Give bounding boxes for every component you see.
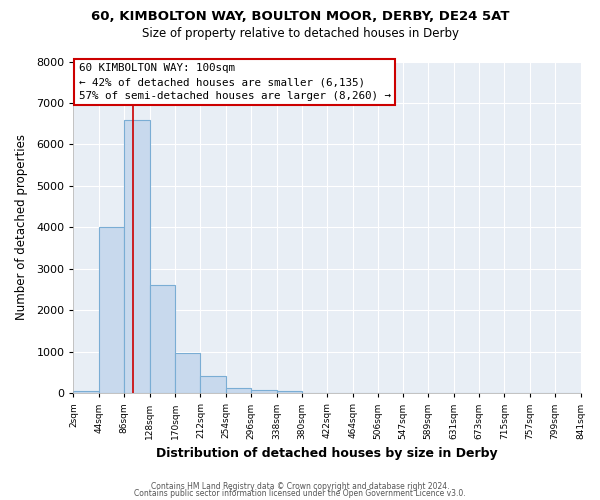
Bar [200, 376, 226, 394]
Bar [124, 120, 149, 394]
Text: 60 KIMBOLTON WAY: 100sqm
← 42% of detached houses are smaller (6,135)
57% of sem: 60 KIMBOLTON WAY: 100sqm ← 42% of detach… [79, 63, 391, 101]
Bar [251, 390, 277, 394]
Bar [175, 354, 200, 394]
Text: Size of property relative to detached houses in Derby: Size of property relative to detached ho… [142, 28, 458, 40]
Bar [149, 286, 175, 394]
Y-axis label: Number of detached properties: Number of detached properties [15, 134, 28, 320]
Text: 60, KIMBOLTON WAY, BOULTON MOOR, DERBY, DE24 5AT: 60, KIMBOLTON WAY, BOULTON MOOR, DERBY, … [91, 10, 509, 23]
Bar [99, 228, 124, 394]
Bar [73, 391, 99, 394]
Bar [226, 388, 251, 394]
Bar [277, 391, 302, 394]
Text: Contains HM Land Registry data © Crown copyright and database right 2024.: Contains HM Land Registry data © Crown c… [151, 482, 449, 491]
X-axis label: Distribution of detached houses by size in Derby: Distribution of detached houses by size … [156, 447, 498, 460]
Text: Contains public sector information licensed under the Open Government Licence v3: Contains public sector information licen… [134, 490, 466, 498]
